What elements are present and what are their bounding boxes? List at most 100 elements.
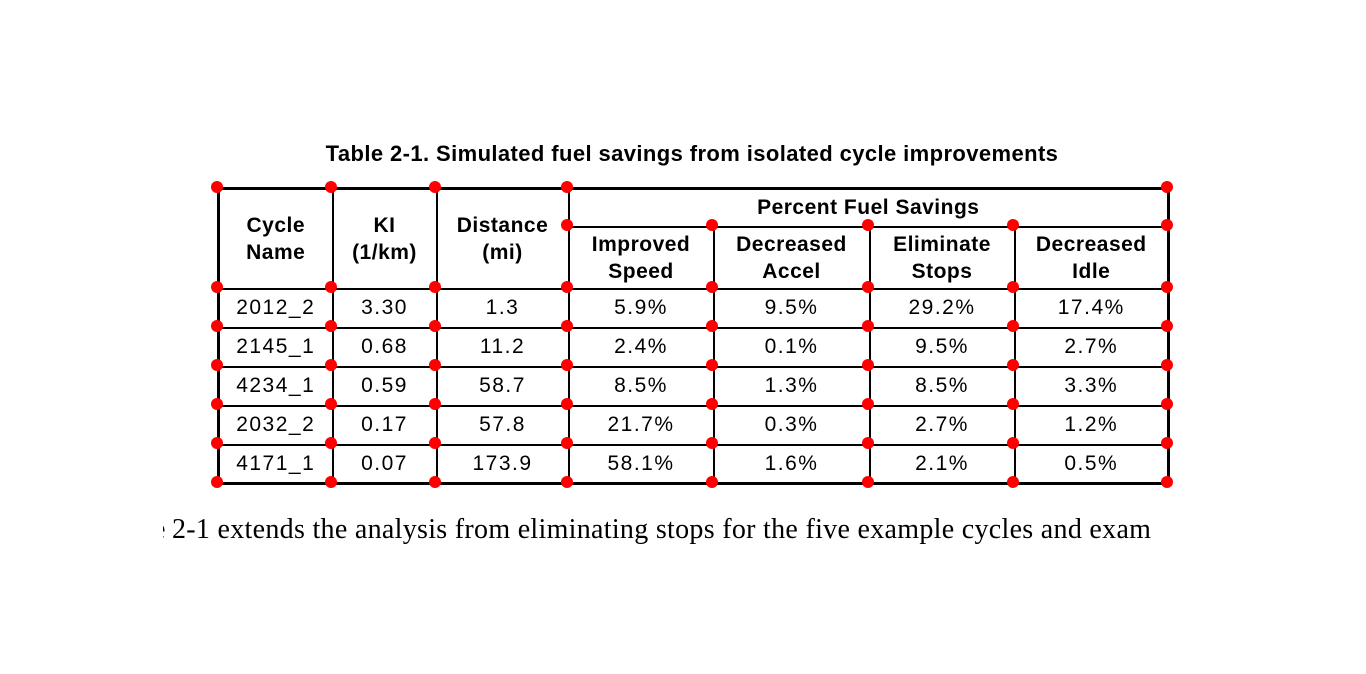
annotation-dot [325, 437, 337, 449]
annotation-dot [862, 281, 874, 293]
table-row: 4171_1 0.07 173.9 58.1% 1.6% 2.1% 0.5% [217, 443, 1170, 485]
table-cell: 8.5% [567, 365, 715, 407]
table-row: 2032_2 0.17 57.8 21.7% 0.3% 2.7% 1.2% [217, 404, 1170, 446]
table-cell: 0.59 [331, 365, 438, 407]
table-cell: 17.4% [1013, 287, 1170, 329]
annotation-dot [429, 476, 441, 488]
col-header-eliminate-stops: Eliminate Stops [868, 225, 1016, 290]
header-row-group: Cycle Name KI (1/km) Distance (mi) Perce… [217, 187, 1170, 290]
annotation-dot [211, 437, 223, 449]
table-cell: 9.5% [712, 287, 871, 329]
col-header-decreased-accel: Decreased Accel [712, 225, 871, 290]
table-cell: 3.3% [1013, 365, 1170, 407]
table-cell: 0.68 [331, 326, 438, 368]
table-cell: 0.07 [331, 443, 438, 485]
annotation-dot [1007, 359, 1019, 371]
annotation-dot [429, 181, 441, 193]
table-cell: 1.3 [435, 287, 570, 329]
table-cell: 0.3% [712, 404, 871, 446]
annotation-dot [706, 476, 718, 488]
table-cell: 3.30 [331, 287, 438, 329]
table-cell: 2.1% [868, 443, 1016, 485]
col-header-decreased-idle: Decreased Idle [1013, 225, 1170, 290]
col-header-cycle-name: Cycle Name [217, 187, 334, 290]
table-cell: 1.2% [1013, 404, 1170, 446]
annotation-dot [1161, 281, 1173, 293]
table-cell: 58.1% [567, 443, 715, 485]
table-cell: 8.5% [868, 365, 1016, 407]
table-cell: 0.17 [331, 404, 438, 446]
annotation-dot [211, 281, 223, 293]
annotation-dot [429, 437, 441, 449]
table-cell: 4234_1 [217, 365, 334, 407]
table-cell: 0.5% [1013, 443, 1170, 485]
annotation-dot [561, 219, 573, 231]
annotation-dot [862, 219, 874, 231]
annotation-dot [561, 181, 573, 193]
annotation-dot [325, 181, 337, 193]
annotation-dot [561, 437, 573, 449]
fuel-savings-table: Cycle Name KI (1/km) Distance (mi) Perce… [217, 187, 1171, 485]
annotation-dot [1007, 398, 1019, 410]
annotation-dot [706, 359, 718, 371]
annotation-dot [1007, 320, 1019, 332]
annotation-dot [1007, 476, 1019, 488]
table-cell: 1.6% [712, 443, 871, 485]
table-cell: 173.9 [435, 443, 570, 485]
annotation-dot [862, 437, 874, 449]
annotation-dot [211, 398, 223, 410]
annotation-dot [1007, 437, 1019, 449]
annotation-dot [561, 359, 573, 371]
annotation-dot [1161, 437, 1173, 449]
table-cell: 2.7% [1013, 326, 1170, 368]
annotation-dot [211, 476, 223, 488]
table-caption: Table 2-1. Simulated fuel savings from i… [325, 141, 1059, 166]
annotation-dot [211, 320, 223, 332]
annotation-dot [429, 398, 441, 410]
table-cell: 4171_1 [217, 443, 334, 485]
annotation-dot [1007, 281, 1019, 293]
annotation-dot [706, 281, 718, 293]
table-cell: 57.8 [435, 404, 570, 446]
annotation-dot [561, 398, 573, 410]
annotation-dot [325, 320, 337, 332]
table-cell: 0.1% [712, 326, 871, 368]
annotation-dot [862, 320, 874, 332]
annotation-dot [211, 181, 223, 193]
table-cell: 2145_1 [217, 326, 334, 368]
table-row: 2145_1 0.68 11.2 2.4% 0.1% 9.5% 2.7% [217, 326, 1170, 368]
annotation-dot [1161, 359, 1173, 371]
annotation-dot [1161, 398, 1173, 410]
table-row: 4234_1 0.59 58.7 8.5% 1.3% 8.5% 3.3% [217, 365, 1170, 407]
annotation-dot [706, 219, 718, 231]
table-row: 2012_2 3.30 1.3 5.9% 9.5% 29.2% 17.4% [217, 287, 1170, 329]
annotation-dot [1161, 476, 1173, 488]
col-header-improved-speed: Improved Speed [567, 225, 715, 290]
table-cell: 2.4% [567, 326, 715, 368]
table-cell: 29.2% [868, 287, 1016, 329]
clipped-word-fragment-glyph: e [163, 514, 165, 545]
col-header-distance: Distance (mi) [435, 187, 570, 290]
annotation-dot [429, 359, 441, 371]
annotation-dot [706, 320, 718, 332]
table-cell: 21.7% [567, 404, 715, 446]
annotation-dot [325, 476, 337, 488]
annotation-dot [862, 476, 874, 488]
annotation-dot [211, 359, 223, 371]
annotation-dot [706, 398, 718, 410]
table-cell: 9.5% [868, 326, 1016, 368]
annotation-dot [706, 437, 718, 449]
header-row-sub: Improved Speed Decreased Accel Eliminate… [219, 225, 1170, 290]
annotation-dot [429, 281, 441, 293]
annotation-dot [325, 281, 337, 293]
annotation-dot [325, 398, 337, 410]
table-cell: 2012_2 [217, 287, 334, 329]
col-header-ki: KI (1/km) [331, 187, 438, 290]
annotation-dot [429, 320, 441, 332]
annotation-dot [325, 359, 337, 371]
annotation-dot [561, 476, 573, 488]
annotation-dot [1161, 181, 1173, 193]
annotation-dot [862, 359, 874, 371]
body-paragraph-text: 2-1 extends the analysis from eliminatin… [172, 514, 1152, 545]
clipped-word-fragment: e [163, 511, 170, 553]
